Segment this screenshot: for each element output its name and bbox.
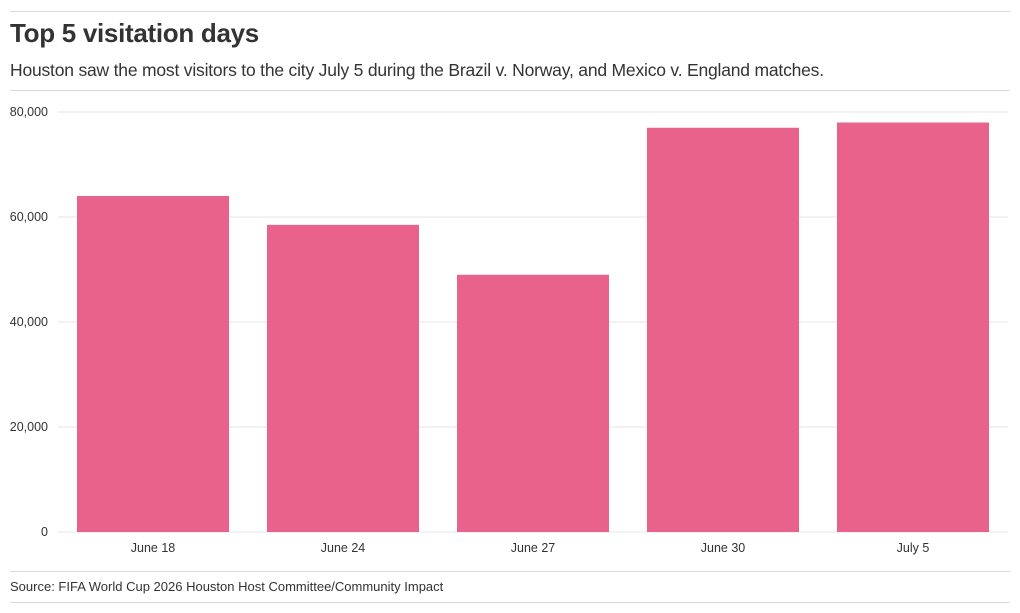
x-tick-label: July 5 [897, 541, 930, 555]
y-tick-label: 40,000 [10, 315, 48, 329]
y-tick-label: 80,000 [10, 105, 48, 119]
bottom-rule [10, 602, 1010, 603]
top-rule [10, 11, 1010, 12]
x-tick-label: June 18 [131, 541, 176, 555]
x-axis: June 18 June 24 June 27 June 30 July 5 [131, 541, 930, 555]
x-tick-label: June 27 [511, 541, 556, 555]
x-tick-label: June 30 [701, 541, 746, 555]
y-tick-label: 20,000 [10, 420, 48, 434]
source-note: Source: FIFA World Cup 2026 Houston Host… [10, 579, 444, 594]
header-rule [10, 90, 1010, 91]
bar [457, 274, 609, 532]
y-tick-label: 60,000 [10, 210, 48, 224]
footer-rule [10, 571, 1010, 572]
chart-title: Top 5 visitation days [10, 18, 259, 48]
bar [647, 127, 799, 532]
bar-chart: 0 20,000 40,000 60,000 80,000 June 18 June 24… [10, 105, 1008, 555]
bar [267, 224, 419, 532]
bar [77, 196, 229, 532]
bar [837, 122, 989, 532]
bars [77, 122, 989, 532]
y-tick-label: 0 [41, 525, 48, 539]
chart-subtitle: Houston saw the most visitors to the cit… [10, 60, 824, 80]
x-tick-label: June 24 [321, 541, 366, 555]
y-axis: 0 20,000 40,000 60,000 80,000 [10, 105, 48, 539]
